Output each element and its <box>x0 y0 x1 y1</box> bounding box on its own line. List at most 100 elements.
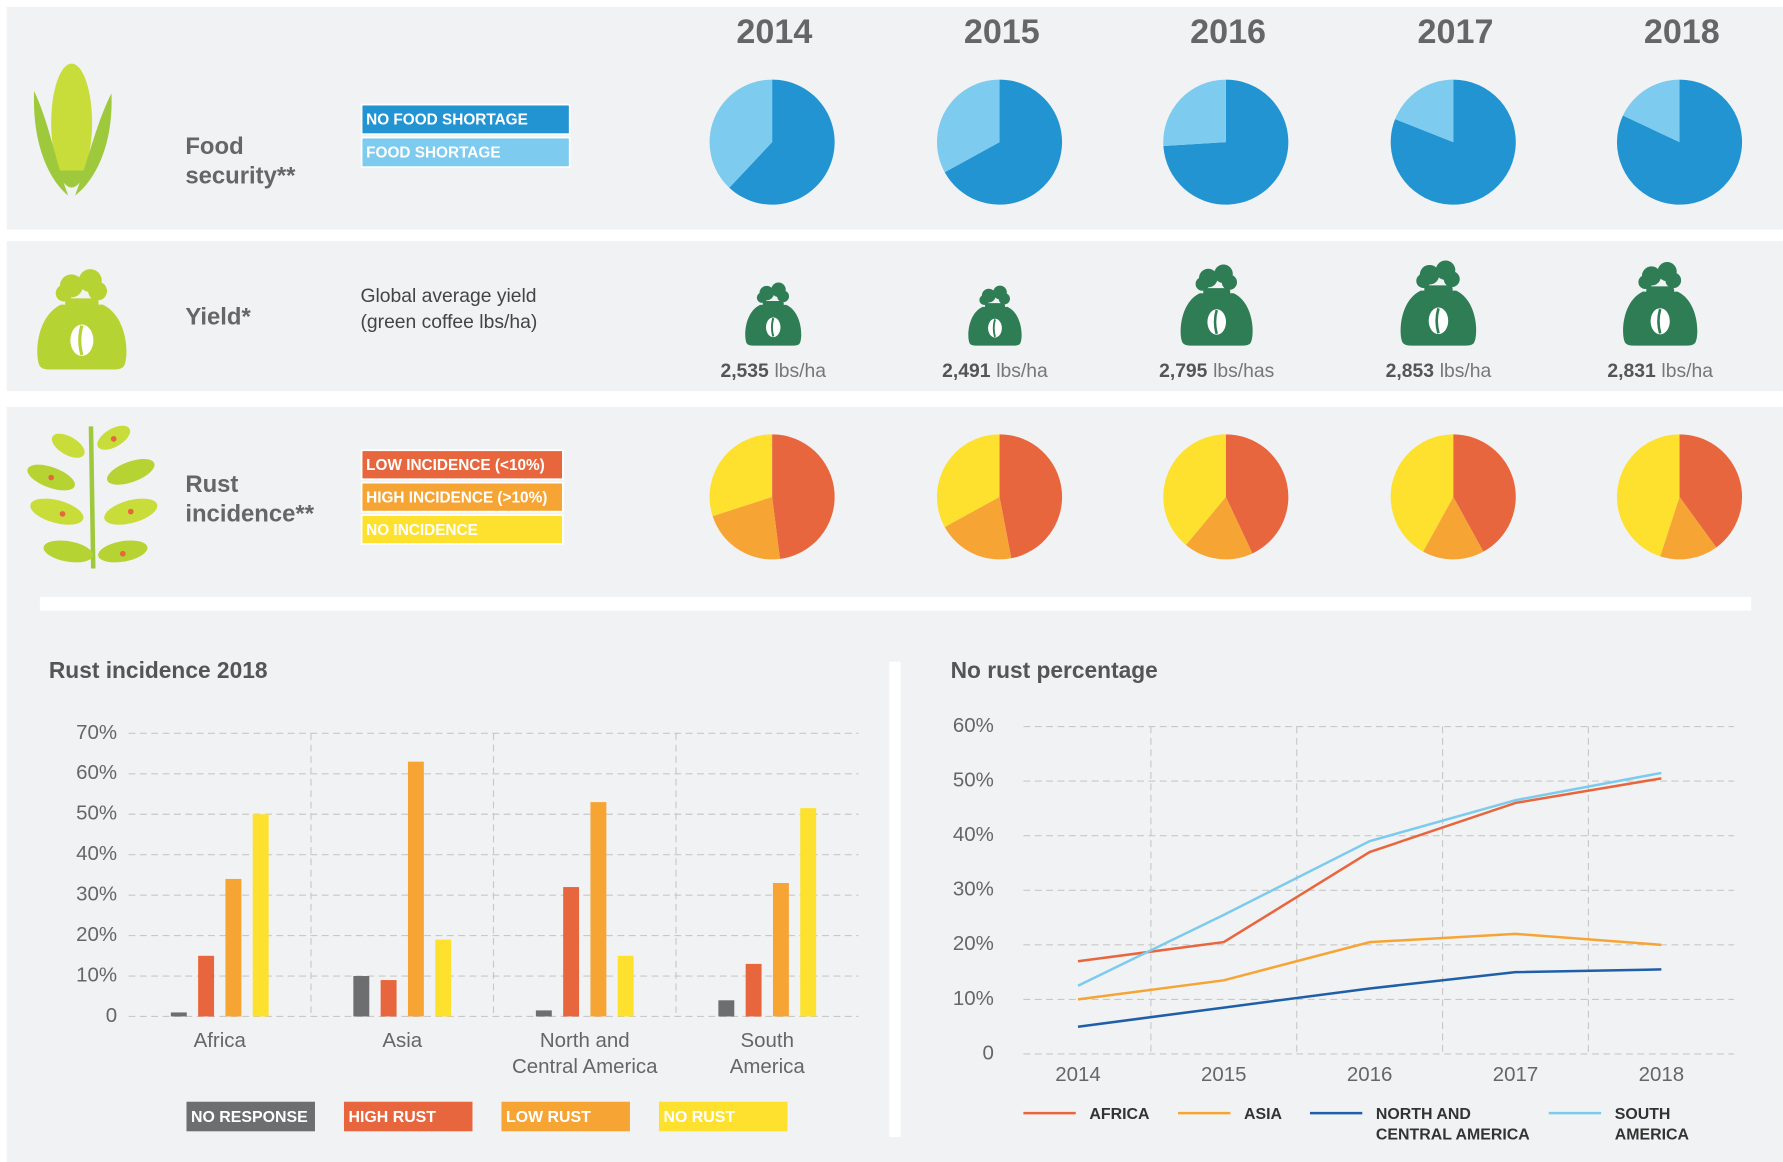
bag-neck <box>1646 286 1674 294</box>
bar <box>536 1010 552 1016</box>
x-tick-label: Central America <box>512 1055 658 1078</box>
legend-label-box: NORTH AND CENTRAL AMERICA <box>1376 1103 1547 1148</box>
bag-knot <box>1665 272 1681 288</box>
bag-knot <box>757 292 768 303</box>
yield-unit: lbs/ha <box>996 361 1048 382</box>
bar <box>590 802 606 1016</box>
bag-knot <box>1444 271 1460 287</box>
row-subtitle: (green coffee lbs/ha) <box>360 312 537 333</box>
bar <box>435 940 451 1017</box>
bar <box>718 1000 734 1016</box>
yield-value: 2,535 <box>720 361 769 382</box>
x-tick-label: 2016 <box>1347 1063 1393 1086</box>
bag-knot <box>999 293 1010 304</box>
bag-neck <box>1424 285 1452 293</box>
legend-label: NO RUST <box>664 1109 736 1126</box>
legend-label: NO RESPONSE <box>191 1109 308 1126</box>
x-tick-label: 2015 <box>1201 1063 1247 1086</box>
legend-label-box: ASIA <box>1244 1103 1312 1148</box>
legend-label-box: AFRICA <box>1089 1103 1191 1148</box>
legend-label: NORTH AND CENTRAL AMERICA <box>1376 1103 1547 1144</box>
yield-value: 2,853 <box>1386 361 1435 382</box>
divider <box>889 662 900 1137</box>
legend-label: LOW INCIDENCE (<10%) <box>366 457 545 474</box>
bar <box>773 883 789 1016</box>
y-tick-label: 60% <box>953 714 994 737</box>
divider <box>40 597 1751 611</box>
row-title: Food <box>185 133 243 160</box>
x-tick-label: 2014 <box>1055 1063 1101 1086</box>
row-subtitle: Global average yield <box>360 286 536 307</box>
legend-label: AFRICA <box>1089 1103 1191 1123</box>
legend-label: SOUTH AMERICA <box>1615 1103 1717 1144</box>
y-tick-label: 10% <box>953 987 994 1010</box>
page: Yield* Global average yield (green coffe… <box>0 0 1783 1162</box>
legend-label: ASIA <box>1244 1103 1312 1123</box>
year-heading: 2016 <box>1190 13 1266 51</box>
x-tick-label: Africa <box>194 1029 247 1052</box>
chart-title: Rust incidence 2018 <box>49 657 268 683</box>
row-title: Yield* <box>185 304 251 331</box>
y-tick-label: 20% <box>953 932 994 955</box>
infographic: Yield* Global average yield (green coffe… <box>0 0 1783 1162</box>
x-tick-label: Asia <box>382 1029 422 1052</box>
row-title: incidence** <box>185 500 314 527</box>
legend-label: HIGH INCIDENCE (>10%) <box>366 489 547 506</box>
bag-knot <box>1638 275 1652 289</box>
bag-knot <box>979 295 989 305</box>
row-title: Rust <box>185 471 238 498</box>
year-heading: 2015 <box>964 13 1040 51</box>
chart-title: No rust percentage <box>951 657 1158 683</box>
bag-neck <box>985 303 1005 309</box>
y-tick-label: 10% <box>76 963 117 986</box>
bar <box>746 964 762 1017</box>
x-tick-label: North and <box>540 1029 630 1052</box>
panel <box>7 7 1783 230</box>
bar <box>225 879 241 1017</box>
y-tick-label: 40% <box>953 823 994 846</box>
y-tick-label: 70% <box>76 721 117 744</box>
year-heading: 2017 <box>1418 13 1494 51</box>
x-tick-label: 2018 <box>1639 1063 1685 1086</box>
bar <box>353 976 369 1016</box>
yield-unit: lbs/ha <box>1440 361 1492 382</box>
y-tick-label: 0 <box>106 1004 117 1027</box>
bag-neck <box>763 301 784 307</box>
bag-knot <box>777 290 789 302</box>
year-heading: 2014 <box>736 13 812 51</box>
y-tick-label: 30% <box>953 878 994 901</box>
panel <box>7 241 1783 391</box>
x-tick-label: South <box>741 1029 794 1052</box>
bar <box>800 808 816 1016</box>
bar <box>171 1012 187 1016</box>
yield-unit: lbs/ha <box>774 361 826 382</box>
bar <box>408 762 424 1017</box>
y-tick-label: 60% <box>76 761 117 784</box>
y-tick-label: 40% <box>76 842 117 865</box>
y-tick-label: 20% <box>76 923 117 946</box>
yield-value: 2,491 <box>942 361 991 382</box>
bar <box>381 980 397 1016</box>
y-tick-label: 0 <box>982 1041 993 1064</box>
year-heading: 2018 <box>1644 13 1720 51</box>
bar <box>563 887 579 1016</box>
bag-neck <box>1203 288 1230 296</box>
y-tick-label: 50% <box>76 802 117 825</box>
bag-knot <box>1416 274 1430 288</box>
x-tick-label: 2017 <box>1493 1063 1539 1086</box>
yield-unit: lbs/has <box>1213 361 1274 382</box>
bag-knot <box>1196 277 1210 291</box>
legend-label-box: SOUTH AMERICA <box>1615 1103 1717 1148</box>
legend-label: HIGH RUST <box>349 1109 437 1126</box>
row-title: security** <box>185 163 296 190</box>
bar <box>618 956 634 1017</box>
legend-label: LOW RUST <box>506 1109 591 1126</box>
yield-value: 2,795 <box>1159 361 1208 382</box>
legend-label: NO FOOD SHORTAGE <box>366 112 528 129</box>
y-tick-label: 30% <box>76 883 117 906</box>
x-tick-label: America <box>730 1055 806 1078</box>
legend-label: NO INCIDENCE <box>366 522 478 539</box>
bar <box>253 814 269 1016</box>
bag-knot <box>1222 275 1237 290</box>
